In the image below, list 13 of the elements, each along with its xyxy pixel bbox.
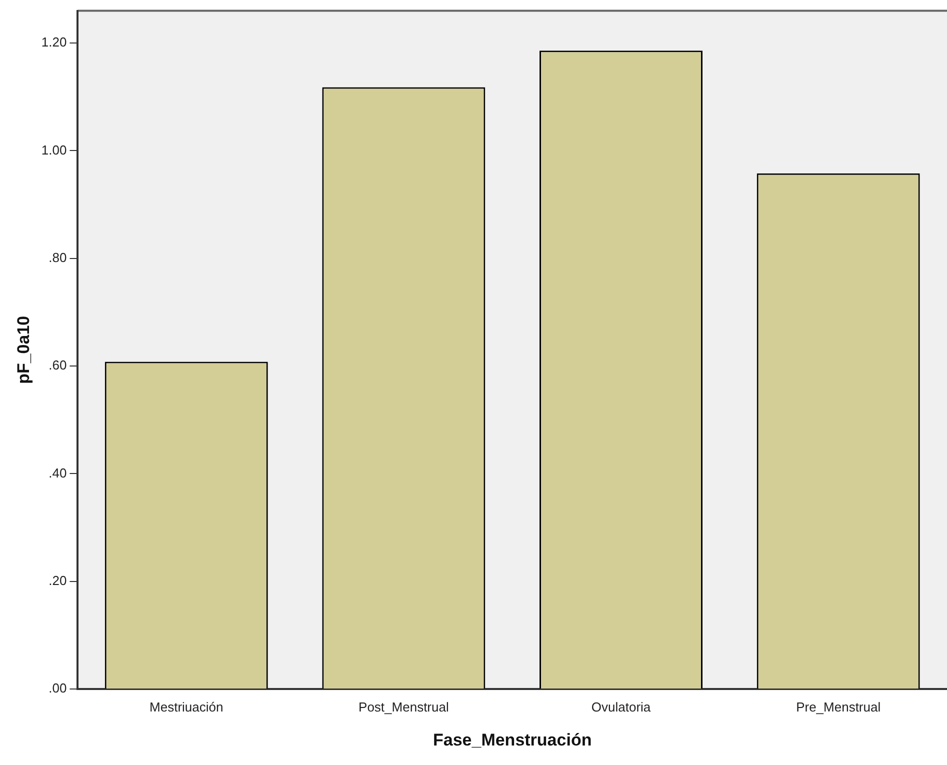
y-tick-label: 1.20 (41, 34, 67, 50)
y-tick-label: 1.00 (41, 142, 67, 158)
x-tick-label: Pre_Menstrual (796, 699, 881, 714)
y-tick-label: .60 (48, 358, 67, 373)
x-tick-label: Post_Menstrual (358, 699, 449, 714)
y-tick-label: .80 (48, 250, 67, 265)
y-axis-title: pF_0a10 (14, 316, 33, 384)
x-tick-label: Mestriuación (150, 699, 224, 714)
y-tick-label: .20 (48, 572, 67, 588)
y-tick-label: .40 (48, 465, 67, 480)
y-tick-label: .00 (48, 680, 67, 696)
x-axis-title: Fase_Menstruación (432, 730, 592, 750)
x-tick-label: Ovulatoria (591, 699, 652, 714)
